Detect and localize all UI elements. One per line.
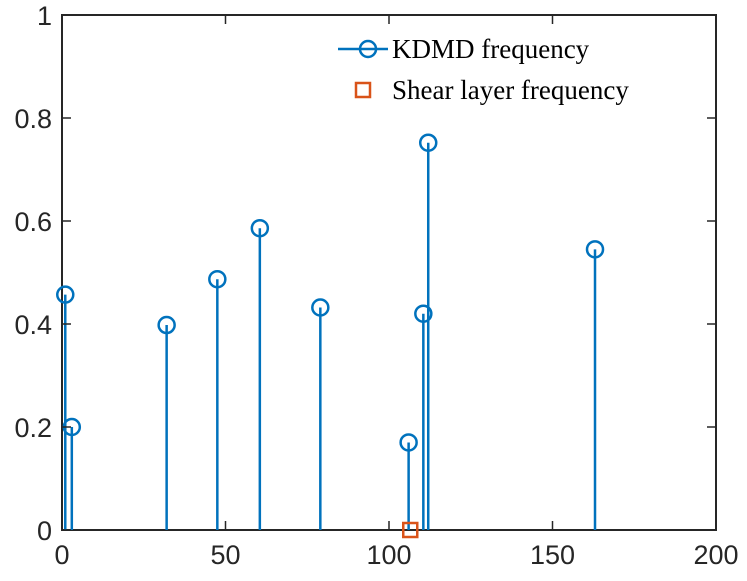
y-tick-label: 0 <box>37 516 52 546</box>
kdmd-marker <box>418 133 438 152</box>
kdmd-marker <box>414 304 433 323</box>
legend-kdmd-circle-icon <box>358 39 378 59</box>
legend: KDMD frequency Shear layer frequency <box>332 28 704 112</box>
y-tick-label: 0.6 <box>14 207 52 237</box>
stem-series <box>64 142 597 530</box>
legend-label-kdmd: KDMD frequency <box>392 34 590 64</box>
legend-shear-square-icon <box>354 81 372 99</box>
x-tick-label: 200 <box>693 540 738 570</box>
x-tick-label: 0 <box>54 540 69 570</box>
y-tick-label: 0.8 <box>14 104 52 134</box>
x-tick-label: 100 <box>366 540 411 570</box>
legend-box <box>332 28 704 112</box>
shear-marker <box>402 521 419 539</box>
legend-label-shear: Shear layer frequency <box>392 75 629 105</box>
axis-ticks: 0 50 100 150 200 0 0.2 0.4 0.6 0.8 1 <box>14 1 738 570</box>
kdmd-marker <box>311 298 330 317</box>
kdmd-marker <box>585 240 605 259</box>
kdmd-marker <box>250 218 270 238</box>
kdmd-marker <box>157 315 176 335</box>
y-tick-label: 1 <box>37 1 52 31</box>
kdmd-marker <box>208 269 227 289</box>
kdmd-marker <box>56 285 75 304</box>
y-tick-label: 0.4 <box>14 310 52 340</box>
x-tick-label: 50 <box>210 540 240 570</box>
x-tick-label: 150 <box>530 540 575 570</box>
y-tick-label: 0.2 <box>14 413 52 443</box>
kdmd-marker <box>399 433 418 452</box>
marker-series <box>56 133 605 539</box>
